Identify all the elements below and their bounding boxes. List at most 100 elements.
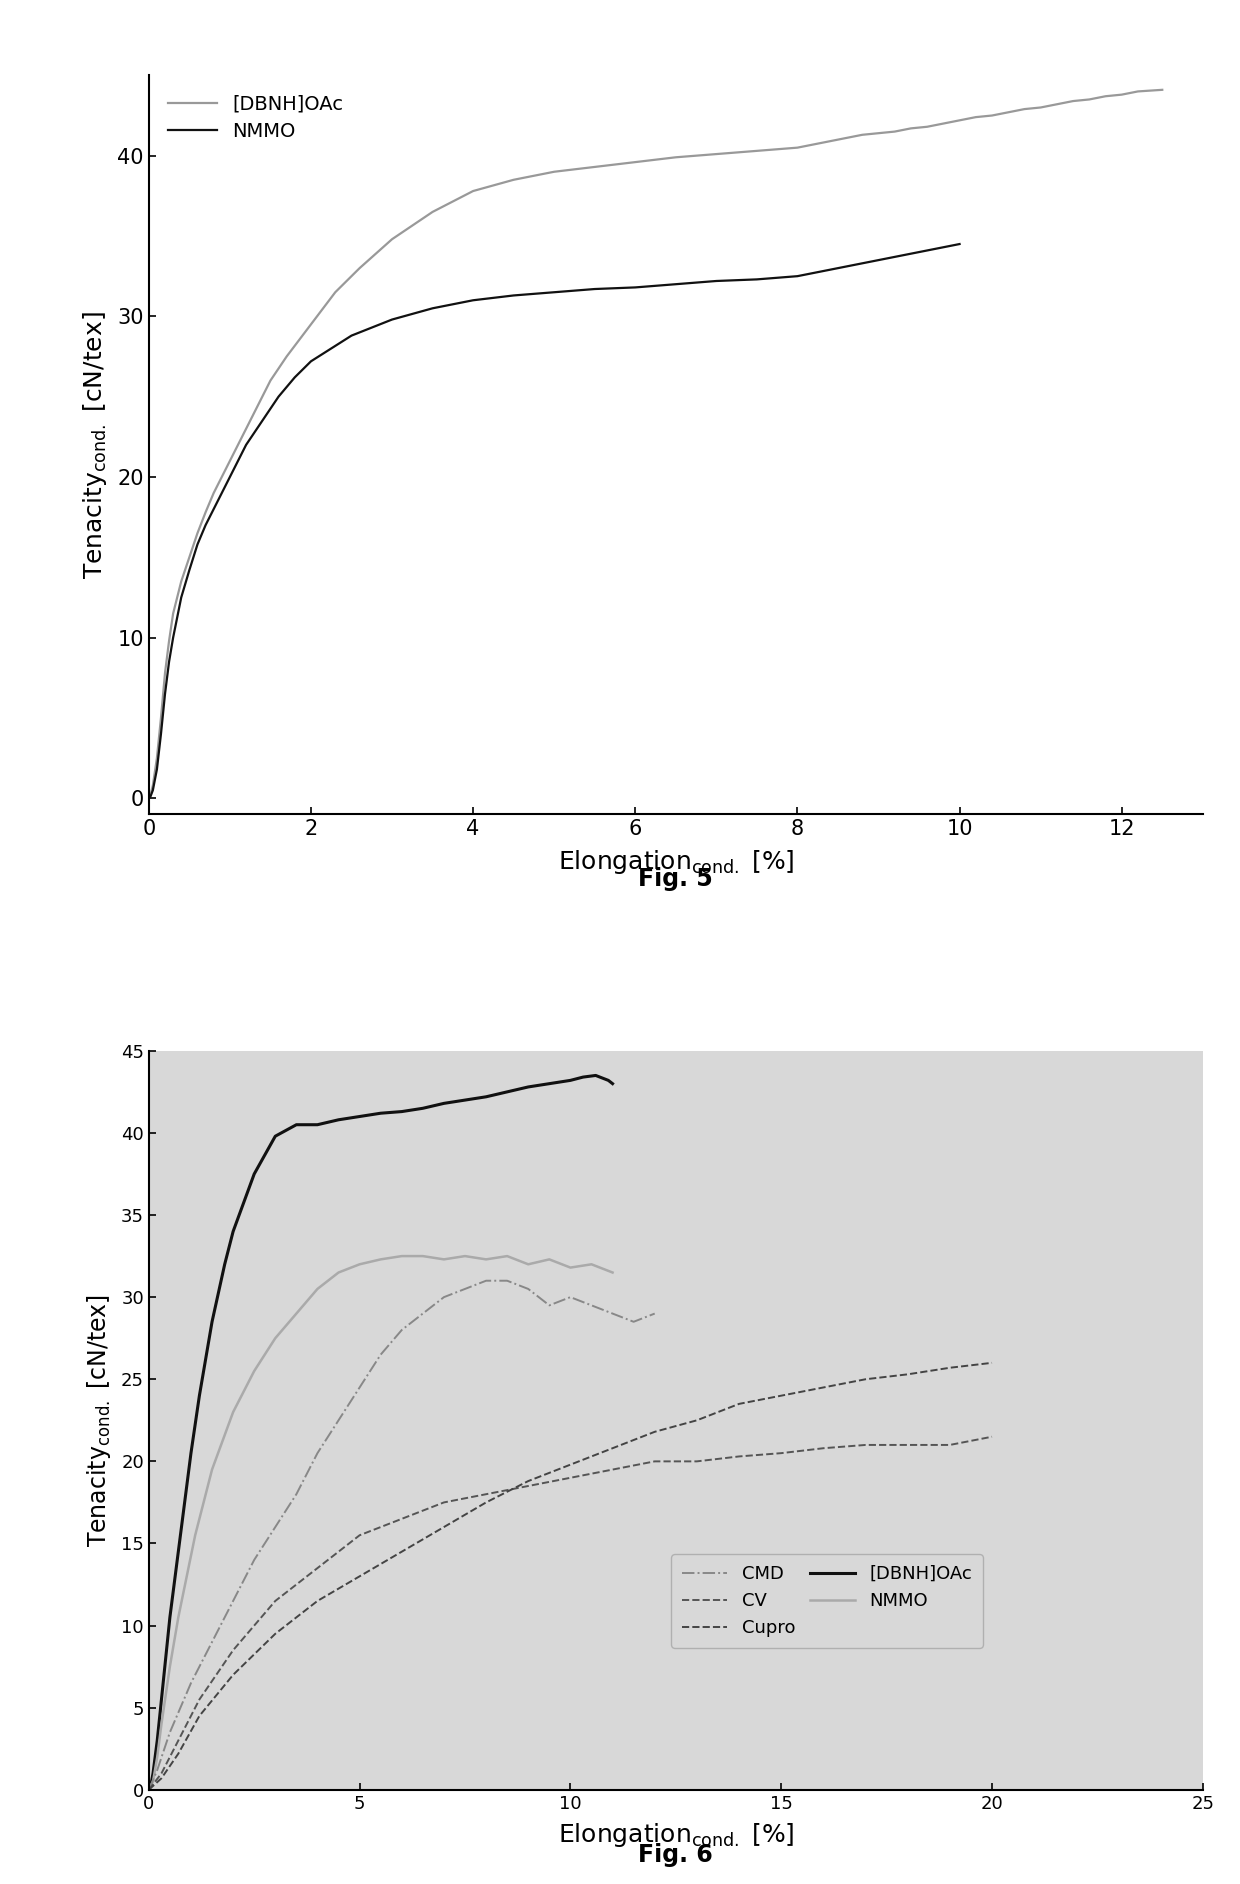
[DBNH]OAc xyxy=(436,1093,451,1115)
[DBNH]OAc xyxy=(806,134,821,156)
CV xyxy=(816,1437,831,1460)
NMMO xyxy=(790,266,805,288)
CMD xyxy=(521,1277,536,1300)
Cupro xyxy=(394,1541,409,1564)
CV xyxy=(436,1490,451,1513)
NMMO xyxy=(521,1253,536,1275)
NMMO xyxy=(806,262,821,284)
Cupro xyxy=(900,1362,915,1385)
CV xyxy=(689,1451,704,1473)
CMD xyxy=(331,1409,346,1432)
[DBNH]OAc xyxy=(141,788,156,810)
NMMO xyxy=(187,1524,202,1547)
CMD xyxy=(394,1319,409,1341)
CMD xyxy=(352,1375,367,1398)
NMMO xyxy=(174,586,188,609)
CV xyxy=(774,1441,789,1464)
Cupro xyxy=(732,1392,746,1415)
NMMO xyxy=(458,1245,472,1268)
NMMO xyxy=(331,1260,346,1283)
[DBNH]OAc xyxy=(175,1507,190,1530)
[DBNH]OAc xyxy=(575,1066,590,1089)
NMMO xyxy=(226,1402,241,1424)
CMD xyxy=(647,1302,662,1324)
NMMO xyxy=(352,1253,367,1275)
CV xyxy=(563,1466,578,1488)
CMD xyxy=(150,1760,165,1782)
CMD xyxy=(226,1590,241,1613)
CMD xyxy=(605,1302,620,1324)
NMMO xyxy=(563,1257,578,1279)
CMD xyxy=(162,1720,177,1743)
NMMO xyxy=(904,243,919,266)
CV xyxy=(394,1507,409,1530)
[DBNH]OAc xyxy=(150,1730,165,1752)
CV xyxy=(192,1688,207,1711)
CV xyxy=(141,1778,156,1801)
CV xyxy=(226,1639,241,1662)
NMMO xyxy=(373,1247,388,1270)
Cupro xyxy=(816,1375,831,1398)
Cupro xyxy=(352,1566,367,1588)
NMMO xyxy=(888,245,903,268)
CMD xyxy=(458,1277,472,1300)
Legend: CMD, CV, Cupro, [DBNH]OAc, NMMO: CMD, CV, Cupro, [DBNH]OAc, NMMO xyxy=(671,1554,983,1648)
NMMO xyxy=(870,249,885,271)
NMMO xyxy=(547,281,562,303)
[DBNH]OAc xyxy=(479,1085,494,1108)
[DBNH]OAc xyxy=(563,1068,578,1091)
NMMO xyxy=(749,268,764,290)
CMD xyxy=(373,1343,388,1366)
Cupro xyxy=(226,1664,241,1686)
NMMO xyxy=(709,269,724,292)
NMMO xyxy=(668,273,683,296)
Line: CMD: CMD xyxy=(149,1281,655,1790)
Cupro xyxy=(479,1490,494,1513)
[DBNH]OAc xyxy=(145,1762,160,1784)
[DBNH]OAc xyxy=(500,1081,515,1104)
NMMO xyxy=(145,778,160,801)
CMD xyxy=(500,1270,515,1292)
Cupro xyxy=(154,1767,169,1790)
NMMO xyxy=(304,350,319,373)
[DBNH]OAc xyxy=(144,1773,159,1795)
X-axis label: Elongation$_{\rm cond.}$ [%]: Elongation$_{\rm cond.}$ [%] xyxy=(558,1822,794,1848)
NMMO xyxy=(180,1566,195,1588)
Cupro xyxy=(310,1590,325,1613)
NMMO xyxy=(415,1245,430,1268)
[DBNH]OAc xyxy=(601,1068,616,1091)
CV xyxy=(900,1434,915,1456)
[DBNH]OAc xyxy=(171,1541,186,1564)
Cupro xyxy=(858,1368,873,1390)
CMD xyxy=(205,1632,219,1654)
Cupro xyxy=(141,1778,156,1801)
CV xyxy=(479,1483,494,1505)
Cupro xyxy=(985,1351,999,1373)
CV xyxy=(352,1524,367,1547)
[DBNH]OAc xyxy=(154,1688,169,1711)
NMMO xyxy=(141,1778,156,1801)
CMD xyxy=(563,1287,578,1309)
NMMO xyxy=(150,1746,165,1769)
NMMO xyxy=(289,1302,304,1324)
[DBNH]OAc xyxy=(184,1441,198,1464)
CMD xyxy=(584,1294,599,1317)
Line: NMMO: NMMO xyxy=(149,1257,613,1790)
Y-axis label: Tenacity$_{\rm cond.}$ [cN/tex]: Tenacity$_{\rm cond.}$ [cN/tex] xyxy=(84,1294,113,1547)
NMMO xyxy=(166,625,181,648)
NMMO xyxy=(584,1253,599,1275)
NMMO xyxy=(310,1277,325,1300)
NMMO xyxy=(588,277,603,300)
Cupro xyxy=(521,1470,536,1492)
[DBNH]OAc xyxy=(141,1778,156,1801)
NMMO xyxy=(936,236,951,258)
NMMO xyxy=(542,1247,557,1270)
Line: CV: CV xyxy=(149,1437,992,1790)
NMMO xyxy=(215,482,229,505)
CV xyxy=(942,1434,957,1456)
NMMO xyxy=(150,757,165,780)
CMD xyxy=(542,1294,557,1317)
NMMO xyxy=(222,465,237,488)
CMD xyxy=(436,1287,451,1309)
Line: Cupro: Cupro xyxy=(149,1362,992,1790)
